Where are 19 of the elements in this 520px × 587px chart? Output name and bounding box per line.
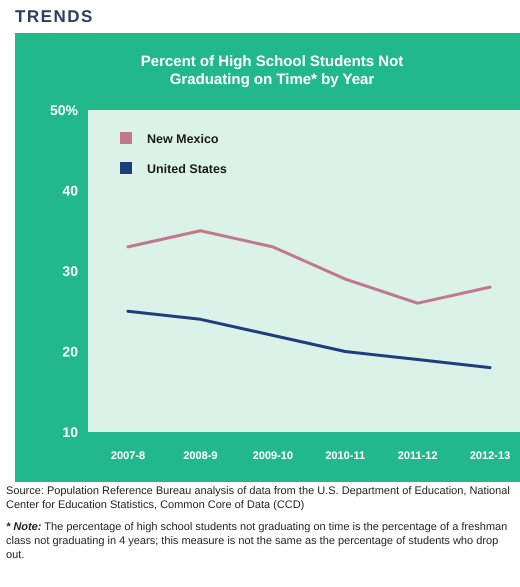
y-tick-label: 40 [62, 182, 78, 198]
legend-label: United States [147, 162, 227, 176]
x-tick-label: 2008-9 [183, 450, 218, 462]
legend-label: New Mexico [147, 132, 219, 146]
line-series [126, 229, 492, 305]
x-tick-label: 2011-12 [398, 450, 438, 462]
y-tick-label: 50% [50, 102, 79, 118]
x-tick-label: 2012-13 [470, 450, 510, 462]
y-tick-label: 30 [62, 263, 78, 279]
source-note: Source: Population Reference Bureau analysis of data from the U.S. Department of Education, National Center for Education Statistics, Common Core of Data (CCD) [6, 485, 510, 511]
text: TRENDS [15, 7, 94, 26]
x-tick-label: 2010-11 [325, 450, 366, 462]
chart-title: Percent of High School Students Not Graduating on Time* by Year [140, 53, 404, 88]
y-tick-label: 10 [62, 424, 78, 440]
line-series [126, 310, 492, 370]
y-tick-label: 20 [62, 344, 78, 360]
text: * Note: The percentage of high school students not graduating on time is the percentage of a freshman class not graduating in 4 years; this measure is not the same as the percentage of students who drop out. [6, 521, 508, 561]
x-tick-label: 2007-8 [110, 450, 146, 462]
x-tick-label: 2009-10 [252, 450, 293, 462]
